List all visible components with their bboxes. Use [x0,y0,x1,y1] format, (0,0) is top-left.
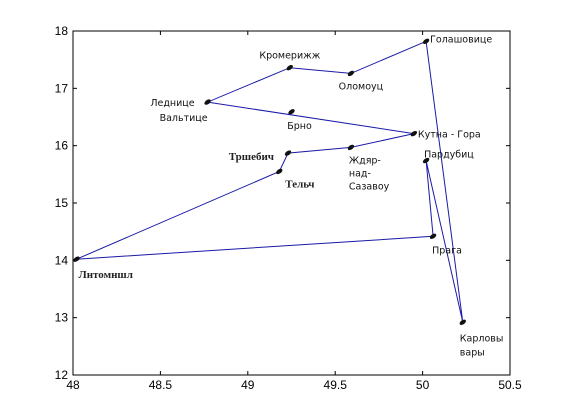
data-point [73,256,80,262]
data-point [422,38,430,45]
x-tick-label: 48.5 [149,378,173,392]
plot-area [72,30,511,376]
point-label: Ждяр- [349,155,381,166]
x-tick-label: 48 [66,378,80,392]
x-tick-label: 49 [241,378,255,392]
data-point [347,144,355,151]
y-tick-label: 13 [55,311,69,325]
point-label: Брно [287,121,312,132]
data-point [410,130,418,137]
data-point [204,99,211,105]
data-point [429,233,437,239]
x-tick-label: 50 [416,378,430,392]
point-label: Леднице [150,98,194,109]
y-tick-label: 18 [55,24,69,38]
point-label: Кутна - Гора [418,130,481,141]
data-point [286,65,293,71]
point-label: Тельч [285,179,314,191]
point-label: Карловы [460,333,504,344]
point-markers [73,38,466,325]
data-point [288,109,295,115]
axis-ticks: 48 48.5 49 49.5 50 50.5 12 13 14 15 16 17 18 [55,24,522,392]
point-label: Кромерижж [259,51,320,62]
point-label: Сазавоу [349,181,390,192]
point-label: вары [460,347,485,358]
y-tick-label: 15 [55,196,69,210]
y-tick-label: 12 [55,368,69,382]
point-label: Голашовице [430,34,492,45]
y-tick-label: 16 [55,139,69,153]
point-label: Оломоуц [339,81,384,92]
x-tick-label: 50.5 [498,378,522,392]
point-label: Пардубиц [424,150,474,161]
data-point [347,70,355,77]
point-labels: Голашовице Кромерижж Оломоуц Леднице Вальтиц… [79,34,504,358]
data-point [422,157,430,164]
y-tick-label: 14 [55,253,69,267]
y-tick-label: 17 [55,81,69,95]
x-tick-label: 49.5 [324,378,348,392]
point-label: Лнтомншл [79,269,133,281]
point-label: над- [349,168,371,179]
data-point [276,168,283,175]
point-label: Вальтице [160,113,208,124]
point-label: Прага [432,245,462,256]
point-label: Тршебич [229,151,274,163]
data-point [284,150,292,156]
data-point [459,319,466,325]
